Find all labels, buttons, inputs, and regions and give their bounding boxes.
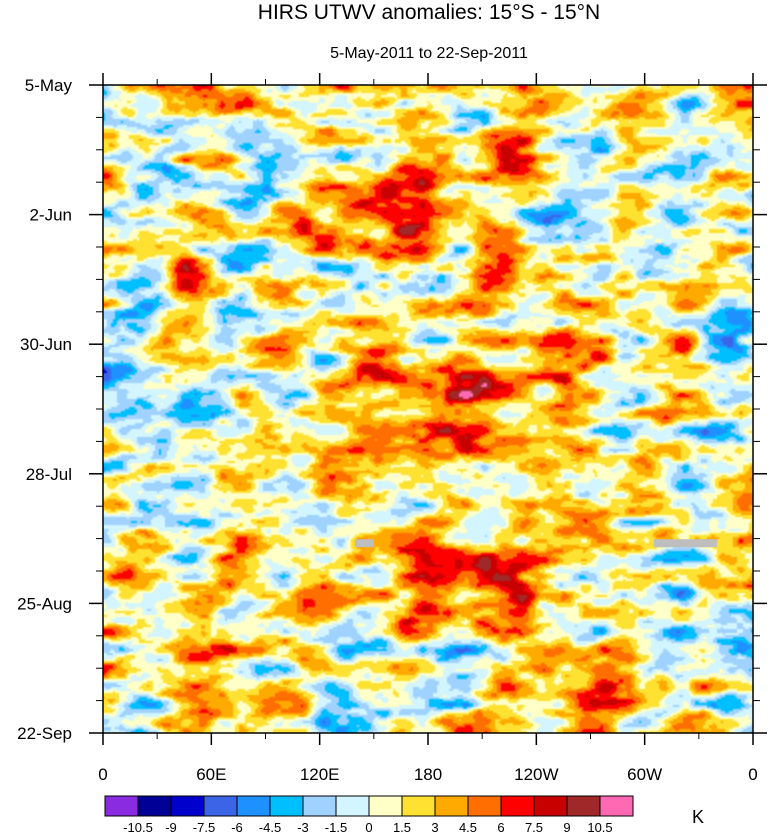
colorbar-swatch <box>467 795 502 817</box>
colorbar-swatch <box>533 795 568 817</box>
missing-data-patch <box>355 539 374 548</box>
colorbar-label: -7.5 <box>193 820 215 834</box>
colorbar-label: 3 <box>431 820 438 834</box>
colorbar-swatch <box>203 795 238 817</box>
colorbar-label: -6 <box>231 820 243 834</box>
heatmap-field <box>103 85 753 733</box>
chart-subtitle: 5-May-2011 to 22-Sep-2011 <box>330 45 528 62</box>
colorbar-swatch <box>104 795 139 817</box>
x-tick-label: 180 <box>414 765 442 784</box>
y-tick-label: 28-Jul <box>26 465 72 484</box>
colorbar-label: -10.5 <box>123 820 153 834</box>
colorbar-label: -4.5 <box>259 820 281 834</box>
colorbar-label: 10.5 <box>587 820 612 834</box>
x-tick-label: 0 <box>98 765 107 784</box>
missing-data-group <box>355 539 717 548</box>
y-tick-label: 2-Jun <box>29 206 72 225</box>
colorbar-label: 0 <box>365 820 372 834</box>
colorbar-units: K <box>692 807 704 827</box>
colorbar-swatch <box>335 795 370 817</box>
x-tick-label: 0 <box>748 765 757 784</box>
colorbar-label: 1.5 <box>393 820 411 834</box>
colorbar-label: -1.5 <box>325 820 347 834</box>
y-axis: 5-May 2-Jun 30-Jun 28-Jul 25-Aug 22-Sep <box>17 76 767 743</box>
x-tick-label: 60W <box>627 765 662 784</box>
colorbar-label: 4.5 <box>459 820 477 834</box>
colorbar-swatch <box>302 795 337 817</box>
colorbar-swatch <box>236 795 271 817</box>
colorbar-label: -9 <box>165 820 177 834</box>
colorbar-label: 6 <box>497 820 504 834</box>
x-tick-label: 120E <box>300 765 340 784</box>
colorbar-swatch <box>137 795 172 817</box>
colorbar-swatch <box>566 795 601 817</box>
colorbar-label: -3 <box>297 820 309 834</box>
y-tick-label: 25-Aug <box>17 594 72 613</box>
colorbar: -10.5 -9 -7.5 -6 -4.5 -3 -1.5 0 1.5 3 4.5 6 7.5 9 10.5 <box>104 795 634 834</box>
x-tick-label: 120W <box>514 765 558 784</box>
colorbar-swatch <box>170 795 205 817</box>
heatmap-image <box>103 85 753 733</box>
x-axis: 0 60E 120E 180 120W 60W 0 <box>98 73 758 784</box>
colorbar-swatch <box>599 795 634 817</box>
missing-data-patch <box>653 539 717 548</box>
colorbar-swatch <box>434 795 469 817</box>
y-tick-label: 22-Sep <box>17 724 72 743</box>
colorbar-label: 9 <box>563 820 570 834</box>
colorbar-swatch <box>500 795 535 817</box>
colorbar-swatch <box>269 795 304 817</box>
colorbar-swatch <box>368 795 403 817</box>
y-tick-label: 5-May <box>25 76 73 95</box>
colorbar-swatch <box>401 795 436 817</box>
chart-title: HIRS UTWV anomalies: 15°S - 15°N <box>258 1 600 24</box>
x-tick-label: 60E <box>196 765 226 784</box>
colorbar-label: 7.5 <box>525 820 543 834</box>
y-tick-label: 30-Jun <box>20 335 72 354</box>
